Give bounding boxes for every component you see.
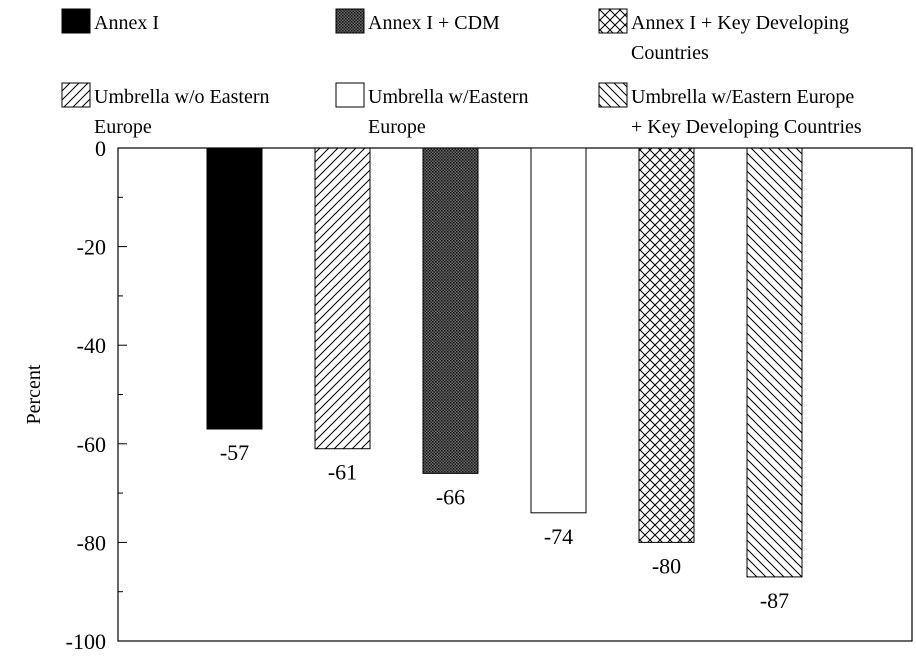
bar-value-label: -66 (436, 484, 465, 509)
bar-6 (746, 147, 803, 578)
y-axis: 0 -20 -40 -60 -80 -100 Percent (23, 136, 913, 654)
legend-label: Annex I (94, 12, 159, 34)
bar-1 (206, 147, 263, 430)
legend-swatch (61, 82, 91, 108)
legend-label: + Key Developing Countries (631, 116, 862, 138)
y-tick-label: -60 (77, 432, 106, 457)
legend-label: Umbrella w/Eastern (368, 86, 529, 108)
legend-label: Europe (94, 116, 152, 138)
legend-swatch (598, 82, 628, 108)
y-tick-label: -100 (66, 629, 106, 653)
bar-5 (638, 147, 695, 543)
y-axis-label: Percent (23, 364, 45, 424)
legend-label: Umbrella w/o Eastern (94, 86, 270, 108)
legend-swatch (335, 82, 365, 108)
bar-value-label: -74 (544, 524, 573, 549)
legend-item: Annex I + Key Developing Countries (598, 8, 849, 64)
legend-swatch (598, 8, 628, 34)
bar-4 (530, 147, 587, 514)
bar-value-label: -57 (220, 440, 249, 465)
bar-value-label: -61 (328, 460, 357, 485)
legend-label: Annex I + CDM (368, 12, 500, 34)
legend-label: Umbrella w/Eastern Europe (631, 86, 854, 108)
legend-label: Countries (631, 42, 709, 64)
y-tick-label: -20 (77, 235, 106, 260)
legend: Annex I Annex I + CDM Annex I + Key Develo… (61, 8, 862, 138)
bar-value-label: -80 (652, 553, 681, 578)
legend-label: Annex I + Key Developing (631, 12, 849, 34)
legend-item: Annex I (61, 8, 159, 34)
data-labels: -57 -61 -66 -74 -80 -87 (220, 440, 789, 613)
legend-item: Annex I + CDM (335, 8, 500, 34)
y-tick-label: -80 (77, 530, 106, 555)
legend-label: Europe (368, 116, 426, 138)
bar-value-label: -87 (760, 588, 789, 613)
y-tick-label: -40 (77, 333, 106, 358)
legend-swatch (335, 8, 365, 34)
legend-swatch (61, 8, 91, 34)
legend-item: Umbrella w/o Eastern Europe (61, 82, 270, 138)
y-tick-label: 0 (95, 136, 106, 161)
bars (206, 147, 803, 578)
bar-3 (422, 147, 479, 474)
legend-item: Umbrella w/Eastern Europe (335, 82, 529, 138)
legend-item: Umbrella w/Eastern Europe + Key Developin… (598, 82, 862, 138)
bar-2 (314, 147, 371, 450)
